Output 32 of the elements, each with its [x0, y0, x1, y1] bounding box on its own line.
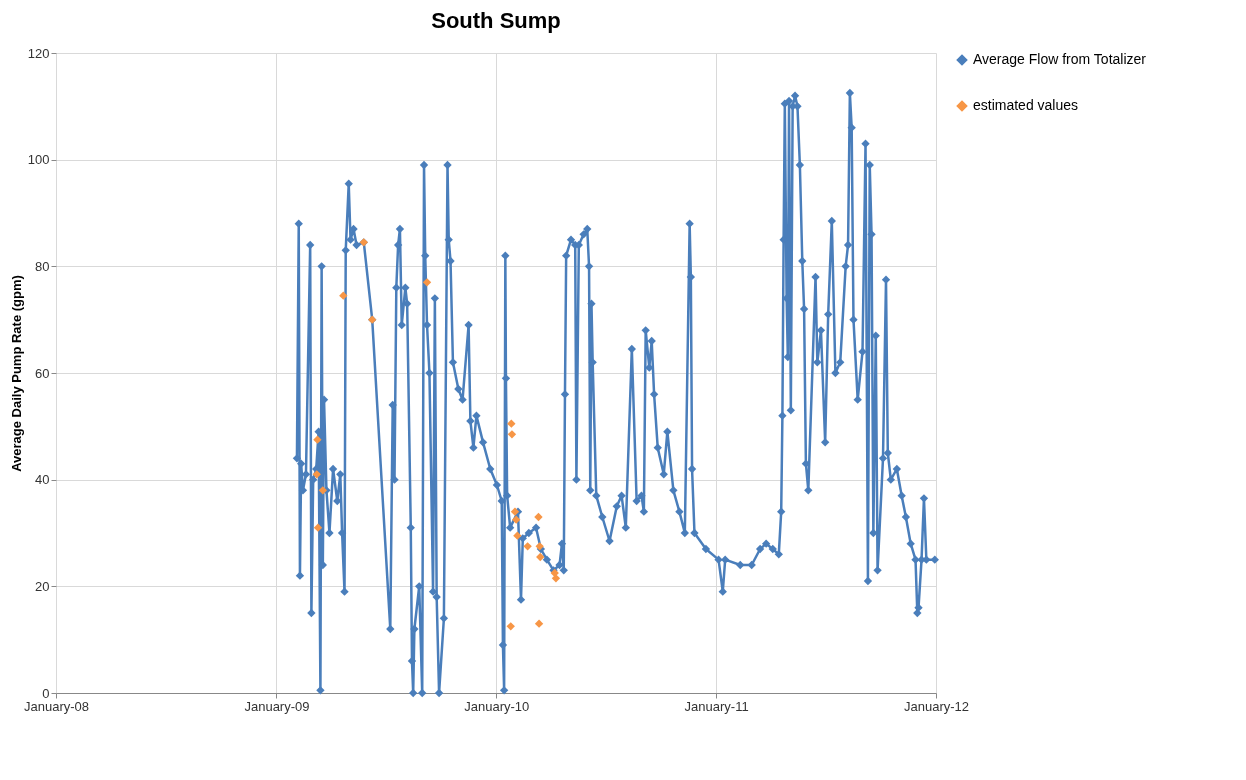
point: [536, 552, 545, 562]
y-tick-label: 0: [42, 685, 50, 701]
point: [506, 622, 515, 631]
point: [551, 574, 561, 583]
y-tick-label: 60: [35, 365, 50, 381]
point: [312, 470, 321, 479]
point: [313, 435, 322, 444]
legend-label: Average Flow from Totalizer: [973, 51, 1147, 67]
y-axis-title: Average Daily Pump Rate (gpm): [8, 275, 24, 472]
x-tick-label: January-08: [23, 698, 90, 714]
x-tick-label: January-11: [684, 698, 749, 714]
legend-label: estimated values: [973, 97, 1079, 113]
point: [422, 278, 432, 287]
point: [534, 619, 544, 628]
point: [523, 542, 532, 551]
y-tick-label: 120: [27, 45, 50, 61]
point: [339, 291, 348, 300]
point: [318, 486, 328, 495]
chart-title: South Sump: [431, 8, 561, 33]
point: [511, 515, 521, 524]
point: [313, 523, 323, 532]
x-tick-label: January-09: [244, 698, 310, 714]
point: [513, 531, 522, 540]
x-tick-label: January-12: [903, 698, 970, 714]
point: [507, 430, 517, 439]
point: [507, 419, 516, 428]
y-tick-label: 40: [35, 472, 50, 488]
x-tick-label: January-10: [464, 698, 530, 714]
y-tick-label: 20: [35, 578, 50, 594]
point: [534, 512, 543, 522]
y-tick-label: 80: [35, 258, 50, 274]
y-tick-label: 100: [27, 152, 50, 168]
